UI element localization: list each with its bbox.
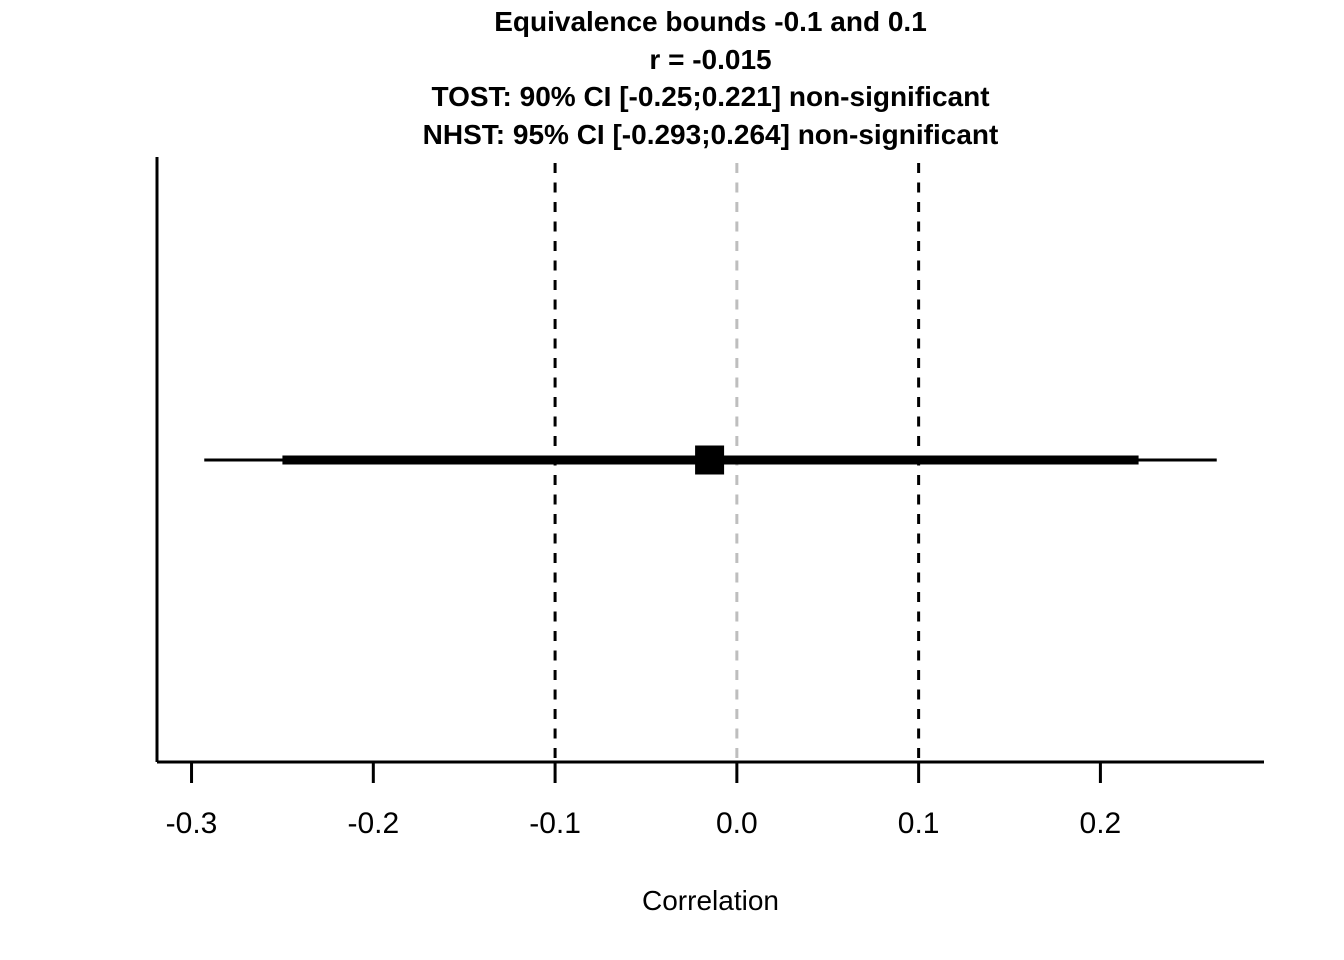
point-estimate-marker	[695, 445, 725, 475]
x-axis-tick-label: -0.1	[529, 807, 581, 840]
plot-title-line-3: TOST: 90% CI [-0.25;0.221] non-significa…	[431, 81, 990, 112]
x-axis-tick-label: 0.1	[898, 807, 940, 840]
x-axis-tick-label: -0.2	[347, 807, 399, 840]
plot-title-line-4: NHST: 95% CI [-0.293;0.264] non-signific…	[422, 118, 999, 150]
plot-title-line-2: r = -0.015	[649, 43, 772, 75]
plot-title-line-1: Equivalence bounds -0.1 and 0.1	[494, 6, 927, 37]
plot-title: Equivalence bounds -0.1 and 0.1 r = -0.0…	[157, 3, 1264, 153]
x-axis-tick-label: -0.3	[166, 807, 218, 840]
x-axis-title: Correlation	[642, 885, 779, 916]
x-axis-tick-label: 0.0	[716, 807, 758, 840]
x-axis-tick-label: 0.2	[1080, 807, 1122, 840]
